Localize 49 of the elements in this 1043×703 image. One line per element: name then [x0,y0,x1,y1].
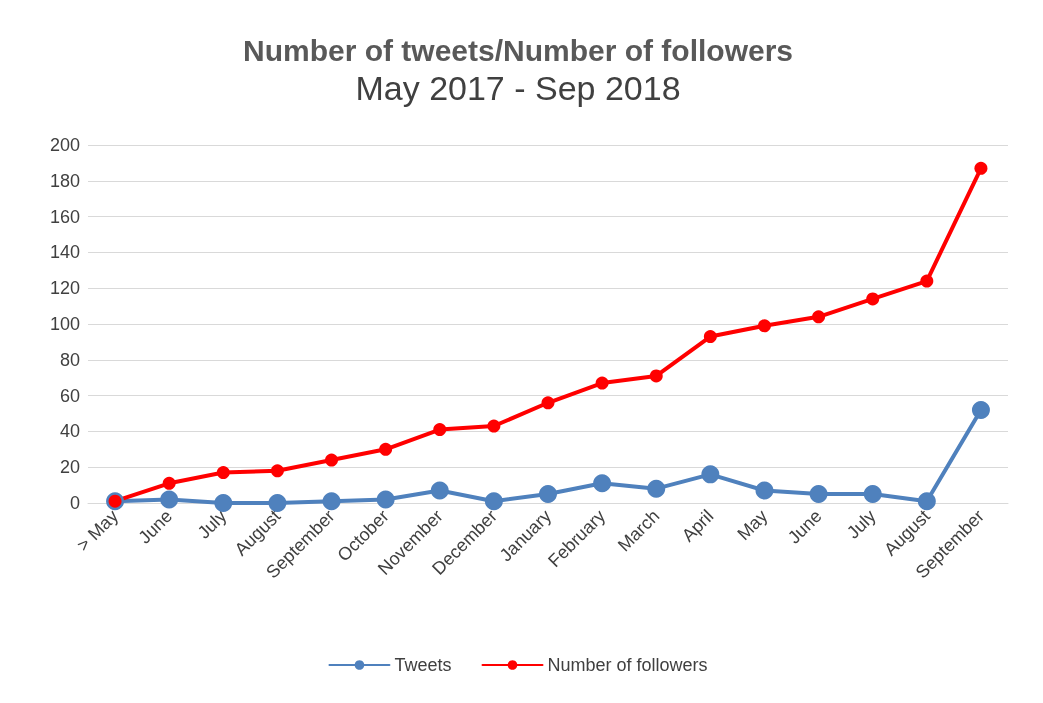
y-tick-label: 100 [49,314,80,334]
point [160,490,179,509]
x-tick-label: May [733,505,772,545]
point [703,330,717,344]
legend-label: Number of followers [547,655,708,675]
point [216,466,230,480]
point [812,310,826,324]
point [433,423,447,437]
y-tick-label: 160 [49,206,80,227]
point [809,485,828,504]
point [863,485,882,504]
y-tick-label: 140 [49,242,80,263]
y-tick-label: 40 [59,421,80,442]
point [974,161,988,175]
chart-subtitle: May 2017 - Sep 2018 [355,69,681,107]
point [162,476,176,490]
y-tick-label: 0 [69,493,80,513]
x-tick-label: July [193,505,231,543]
chart-title: Number of tweets/Number of followers [242,33,794,67]
y-tick-label: 60 [59,385,80,406]
point [379,442,393,456]
point [539,485,557,504]
y-tick-label: 120 [49,278,80,299]
y-tick-label: 200 [49,135,80,155]
point [647,479,666,498]
y-tick-label: 20 [59,457,80,478]
point [541,396,555,410]
point [866,292,880,306]
point [971,400,990,419]
x-tick-label: July [843,505,880,543]
point [376,490,395,509]
point [593,474,612,493]
point [325,453,339,467]
legend-label: Tweets [394,655,452,675]
point [757,319,771,333]
point [595,376,609,390]
point [701,465,720,484]
point [920,274,934,288]
point [917,492,936,511]
y-tick-label: 80 [59,349,80,370]
point [755,481,774,500]
y-tick-label: 180 [49,170,80,191]
point [487,419,501,433]
point [649,369,663,383]
point [430,481,449,500]
point [214,494,233,512]
point [484,492,503,511]
point [322,492,341,511]
point [270,464,284,478]
